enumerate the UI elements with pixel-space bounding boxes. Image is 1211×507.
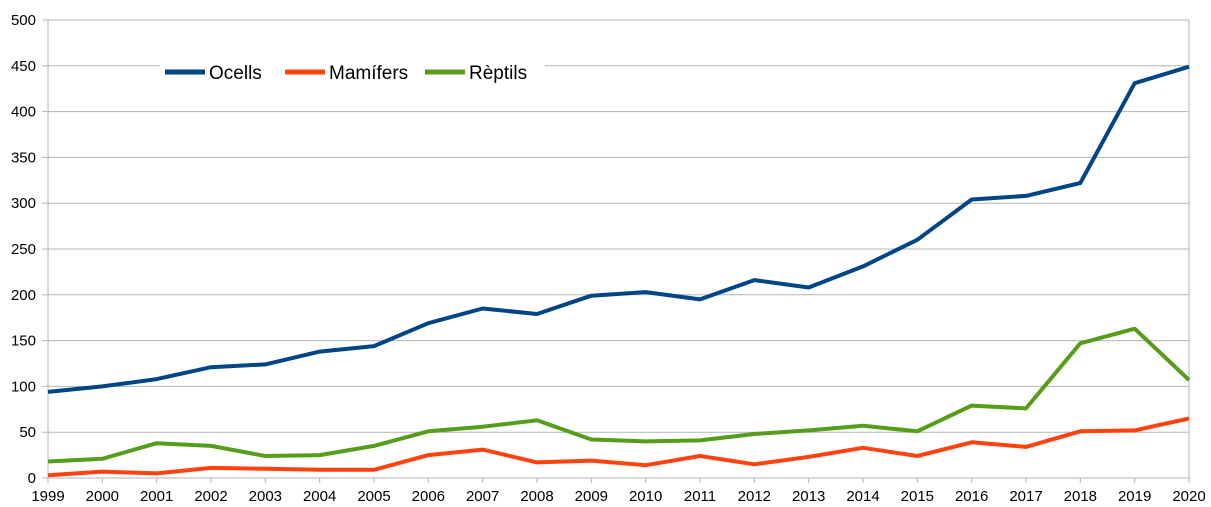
y-tick-label: 150 (11, 333, 36, 350)
x-tick-label: 2007 (466, 488, 499, 505)
y-tick-label: 350 (11, 149, 36, 166)
x-tick-label: 2000 (86, 488, 119, 505)
x-tick-label: 2009 (575, 488, 608, 505)
x-tick-label: 2001 (140, 488, 173, 505)
y-tick-label: 100 (11, 378, 36, 395)
x-tick-label: 2005 (357, 488, 390, 505)
legend-label: Rèptils (469, 63, 527, 84)
x-tick-label: 2002 (194, 488, 227, 505)
x-tick-label: 2015 (901, 488, 934, 505)
series-line (47, 64, 1190, 394)
x-tick-label: 2006 (412, 488, 445, 505)
x-axis-tick-labels: 1999 2000 2001 2002 2003 2004 2005 2006 2007 2008… (31, 488, 1205, 505)
y-tick-label: 0 (28, 470, 36, 487)
y-tick-label: 200 (11, 287, 36, 304)
x-tick-label: 2020 (1172, 488, 1205, 505)
x-tick-label: 2013 (792, 488, 825, 505)
x-tick-label: 2014 (846, 488, 879, 505)
x-tick-label: 2008 (520, 488, 553, 505)
y-tick-label: 500 (11, 12, 36, 29)
x-tick-label: 2003 (249, 488, 282, 505)
y-tick-label: 400 (11, 104, 36, 121)
series-line (47, 326, 1191, 464)
series-lines (47, 64, 1191, 478)
x-tick-label: 2010 (629, 488, 662, 505)
x-tick-label: 2012 (738, 488, 771, 505)
legend: Ocells Mamífers Rèptils (160, 57, 545, 87)
y-axis-tick-labels: 0 50 100 150 200 250 300 350 400 450 500 (11, 12, 36, 487)
y-tick-label: 450 (11, 58, 36, 75)
x-tick-label: 2011 (684, 488, 716, 505)
y-tick-label: 50 (19, 424, 36, 441)
x-tick-label: 2016 (955, 488, 988, 505)
series-line (47, 416, 1190, 478)
axes (42, 19, 1190, 483)
x-tick-label: 1999 (31, 488, 64, 505)
legend-background (160, 57, 545, 87)
legend-label: Ocells (209, 63, 262, 84)
gridlines (48, 19, 1189, 433)
x-tick-label: 2004 (303, 488, 336, 505)
x-tick-label: 2019 (1118, 488, 1151, 505)
x-tick-label: 2018 (1064, 488, 1097, 505)
x-tick-label: 2017 (1009, 488, 1042, 505)
legend-label: Mamífers (329, 63, 408, 84)
y-tick-label: 300 (11, 195, 36, 212)
y-tick-label: 250 (11, 241, 36, 258)
